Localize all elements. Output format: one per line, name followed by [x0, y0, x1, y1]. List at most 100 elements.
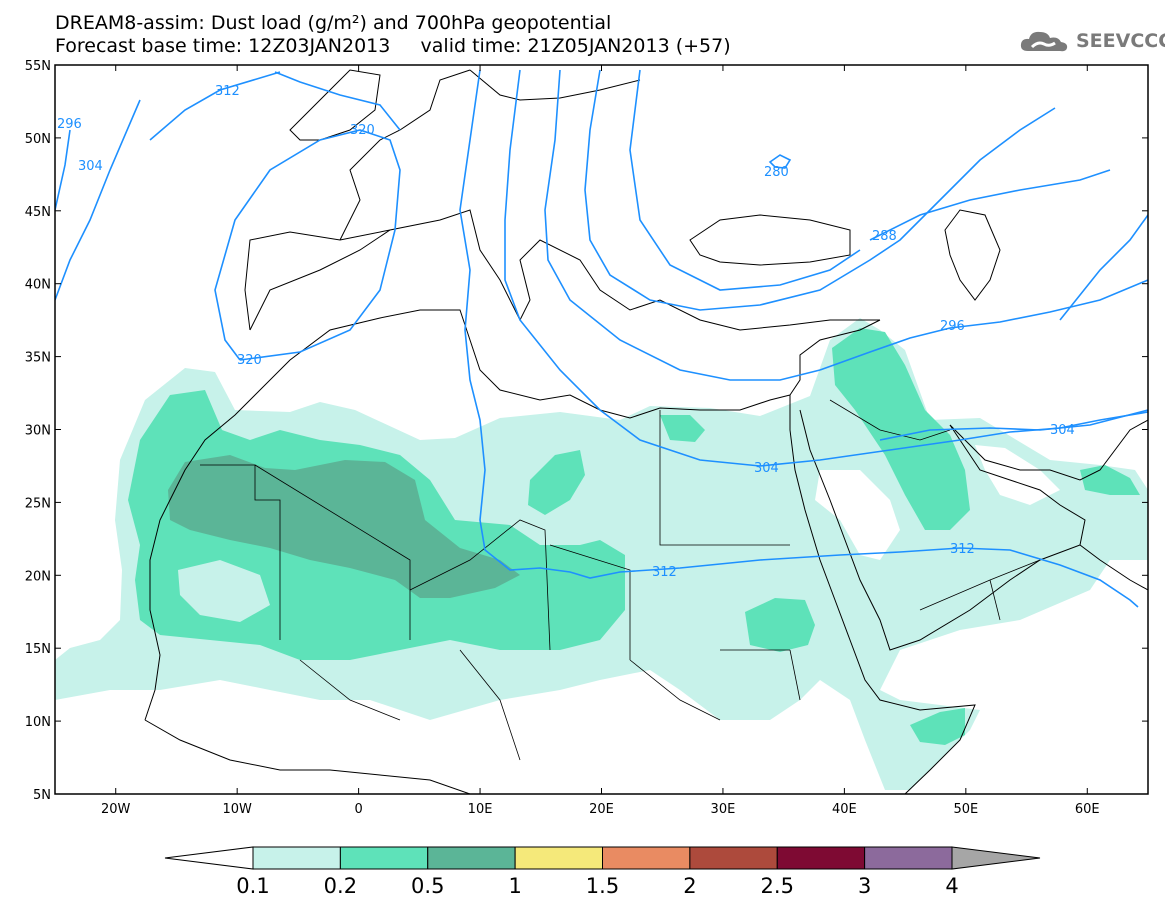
coast-caspian: [944, 209, 1001, 301]
contour-label: 288: [872, 229, 897, 244]
coast-redsea-west: [789, 395, 976, 794]
border-sahara-5: [549, 544, 631, 660]
chart-title: DREAM8-assim: Dust load (g/m²) and 700hP…: [55, 12, 612, 34]
lat-label: 50N: [25, 132, 51, 147]
contour-east-2: [504, 69, 1148, 467]
colorbar-box: [427, 846, 516, 870]
lon-label: 30E: [711, 802, 736, 817]
colorbar-box: [602, 846, 691, 870]
border-sahara-3: [409, 519, 551, 651]
coast-uk: [289, 69, 381, 141]
contour-label: 312: [215, 84, 240, 99]
border-africa-inner: [299, 649, 801, 761]
colorbar-box: [864, 846, 953, 870]
colorbar-below-triangle: [164, 846, 254, 870]
logo-text: SEEVCCC: [1076, 30, 1165, 52]
colorbar-label: 2: [683, 874, 696, 898]
coast-iberia: [244, 229, 391, 331]
lat-label: 55N: [25, 59, 51, 74]
colorbar-label: 2.5: [761, 874, 794, 898]
contour-labels: 312 320 296 304 320 280 288 296 304 304 …: [57, 84, 1075, 580]
contour-296-west: [55, 129, 71, 211]
colorbar-box: [776, 846, 866, 870]
coast-redsea-east: [799, 409, 1086, 651]
contour-280-low: [768, 154, 792, 169]
coast-africa-west: [144, 309, 791, 721]
chart-subtitle: Forecast base time: 12Z03JAN2013 valid t…: [55, 35, 731, 57]
contour-312-west: [149, 71, 281, 141]
contour-label: 320: [350, 123, 375, 138]
contour-304-east: [879, 409, 1148, 441]
lat-label: 5N: [33, 788, 51, 803]
coast-arabian-sea: [1079, 544, 1148, 591]
colorbar-label: 1: [508, 874, 521, 898]
coast-africa-south: [144, 719, 471, 794]
border-sahara-4: [659, 410, 790, 546]
contour-304-far-east: [1059, 214, 1148, 321]
contour-label: 296: [57, 117, 82, 132]
coast-levant: [789, 319, 881, 396]
dust-region-mid-sudan: [745, 598, 815, 652]
axis-ticks: [55, 64, 1148, 795]
coastlines: [144, 69, 1148, 794]
contour-296-east: [819, 279, 1148, 371]
contour-label: 312: [950, 542, 975, 557]
coast-persian-gulf: [949, 419, 1148, 481]
lon-label: 40E: [832, 802, 857, 817]
colorbar-label: 1.5: [586, 874, 619, 898]
border-arabia: [919, 559, 1041, 621]
lon-label: 20E: [589, 802, 614, 817]
colorbar-label: 3: [858, 874, 871, 898]
dust-region-dark-sahara: [168, 455, 520, 598]
colorbar-labels: 0.1 0.2 0.5 1 1.5 2 2.5 3 4: [236, 874, 958, 898]
lat-label: 40N: [25, 278, 51, 293]
latitude-labels: 55N 50N 45N 40N 35N 30N 25N 20N 15N 10N 5N: [25, 59, 51, 803]
coast-france-uk: [339, 69, 471, 241]
lon-label: 10E: [468, 802, 493, 817]
colorbar-box: [252, 846, 341, 870]
border-sahara-2: [254, 464, 411, 640]
contour-east-1: [459, 69, 1139, 608]
lat-label: 25N: [25, 496, 51, 511]
coast-scandinavia: [469, 69, 641, 101]
lon-label: 50E: [953, 802, 978, 817]
contour-label: 320: [237, 353, 262, 368]
lon-label: 60E: [1075, 802, 1100, 817]
contour-label: 304: [754, 461, 779, 476]
lon-label: 0: [354, 802, 362, 817]
contour-east-5: [629, 69, 861, 291]
lat-label: 15N: [25, 642, 51, 657]
contour-east-4: [584, 69, 1056, 311]
coast-europe-med: [249, 209, 880, 331]
contour-label: 280: [764, 165, 789, 180]
contour-label: 296: [940, 319, 965, 334]
dust-region-mid-libya: [528, 450, 585, 515]
colorbar-box: [339, 846, 429, 870]
seevccc-logo: SEEVCCC: [1018, 26, 1165, 56]
colorbar-box: [514, 846, 603, 870]
lat-label: 35N: [25, 351, 51, 366]
lat-label: 20N: [25, 569, 51, 584]
geopotential-contours: [55, 69, 1148, 608]
contour-label: 312: [652, 565, 677, 580]
lon-label: 10W: [222, 802, 252, 817]
longitude-labels: 20W 10W 0 10E 20E 30E 40E 50E 60E: [101, 802, 1100, 817]
colorbar-label: 4: [945, 874, 958, 898]
contour-label: 304: [1050, 423, 1075, 438]
dust-gap-arabia: [815, 470, 900, 560]
colorbar-label: 0.2: [324, 874, 357, 898]
contour-east-3: [544, 69, 821, 381]
dust-region-mid-egypt: [660, 415, 705, 442]
lon-label: 20W: [101, 802, 131, 817]
border-mideast: [829, 399, 951, 441]
colorbar-label: 0.1: [236, 874, 269, 898]
colorbar-label: 0.5: [411, 874, 444, 898]
lat-label: 45N: [25, 205, 51, 220]
contour-320-ridge-outer: [274, 71, 401, 131]
colorbar-boxes: [252, 846, 953, 870]
contour-288-east: [869, 169, 1111, 241]
contour-label: 304: [78, 159, 103, 174]
contour-304-west: [55, 99, 141, 301]
lat-label: 30N: [25, 424, 51, 439]
